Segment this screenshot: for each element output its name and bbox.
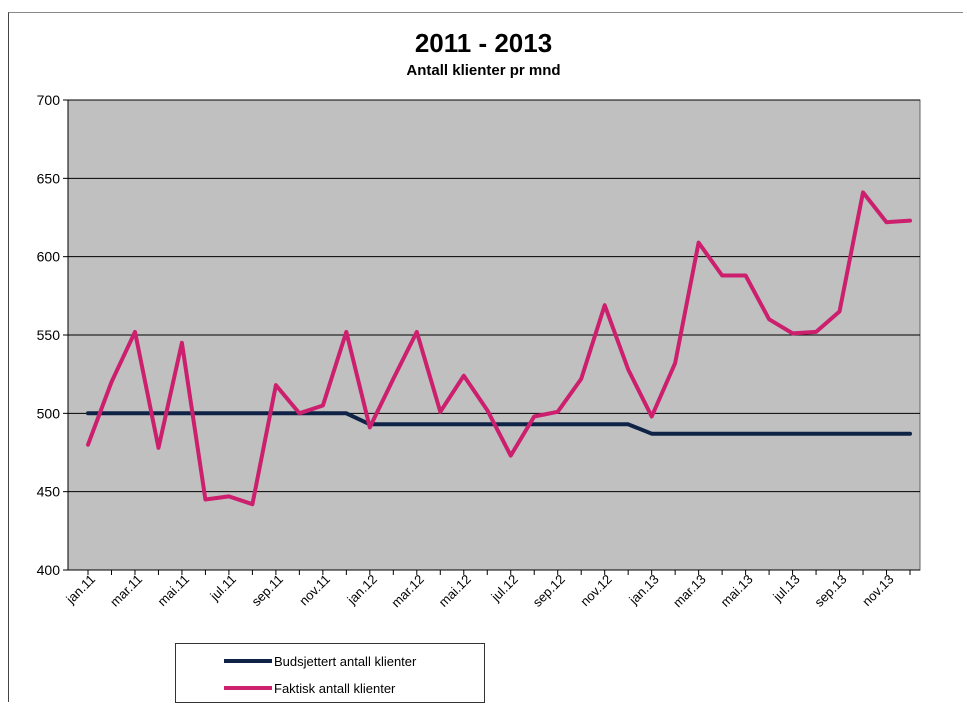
- x-tick-label: jan.13: [625, 572, 661, 608]
- x-tick-label: jan.11: [62, 572, 98, 608]
- x-tick-label: nov.12: [577, 572, 615, 610]
- x-tick-label: sep.13: [811, 572, 849, 610]
- legend-label-budsjettert: Budsjettert antall klienter: [274, 653, 417, 669]
- chart-frame: [8, 12, 963, 702]
- x-tick-label: mai.12: [436, 572, 474, 610]
- legend-item-faktisk: Faktisk antall klienter: [224, 678, 395, 698]
- x-tick-label: mai.13: [718, 572, 756, 610]
- y-tick-label: 450: [37, 484, 61, 500]
- legend: Budsjettert antall klienter Faktisk anta…: [175, 643, 485, 703]
- gridlines: [68, 99, 920, 493]
- legend-item-budsjettert: Budsjettert antall klienter: [224, 651, 416, 671]
- x-tick-label: mar.13: [670, 572, 709, 611]
- x-tick-label: nov.11: [296, 572, 333, 609]
- series-line-budsjettert: [86, 411, 912, 436]
- y-tick-label: 650: [37, 170, 61, 186]
- x-tick-label: sep.12: [530, 572, 568, 610]
- y-tick-label: 500: [37, 405, 61, 421]
- series-lines: [86, 190, 912, 507]
- x-tick-label: mai.11: [155, 572, 193, 610]
- x-tick-label: jul.11: [206, 572, 239, 605]
- x-tick-label: nov.13: [859, 572, 897, 610]
- y-tick-label: 700: [37, 92, 61, 108]
- legend-swatch-faktisk: [224, 686, 272, 690]
- legend-label-faktisk: Faktisk antall klienter: [274, 680, 396, 696]
- series-line-faktisk: [86, 190, 912, 507]
- x-tick-label: mar.11: [107, 572, 145, 610]
- x-tick-label: jan.12: [344, 572, 380, 608]
- y-tick-label: 600: [37, 249, 61, 265]
- chart-title: 2011 - 2013: [414, 28, 553, 58]
- x-tick-label: jul.13: [769, 572, 802, 605]
- x-tick-label: jul.12: [488, 572, 521, 605]
- y-tick-label: 400: [37, 562, 61, 578]
- legend-swatch-budsjettert: [224, 659, 272, 663]
- chart-subtitle: Antall klienter pr mnd: [406, 62, 561, 79]
- x-tick-label: sep.11: [248, 572, 286, 610]
- y-tick-label: 550: [37, 327, 61, 343]
- x-tick-label: mar.12: [388, 572, 427, 611]
